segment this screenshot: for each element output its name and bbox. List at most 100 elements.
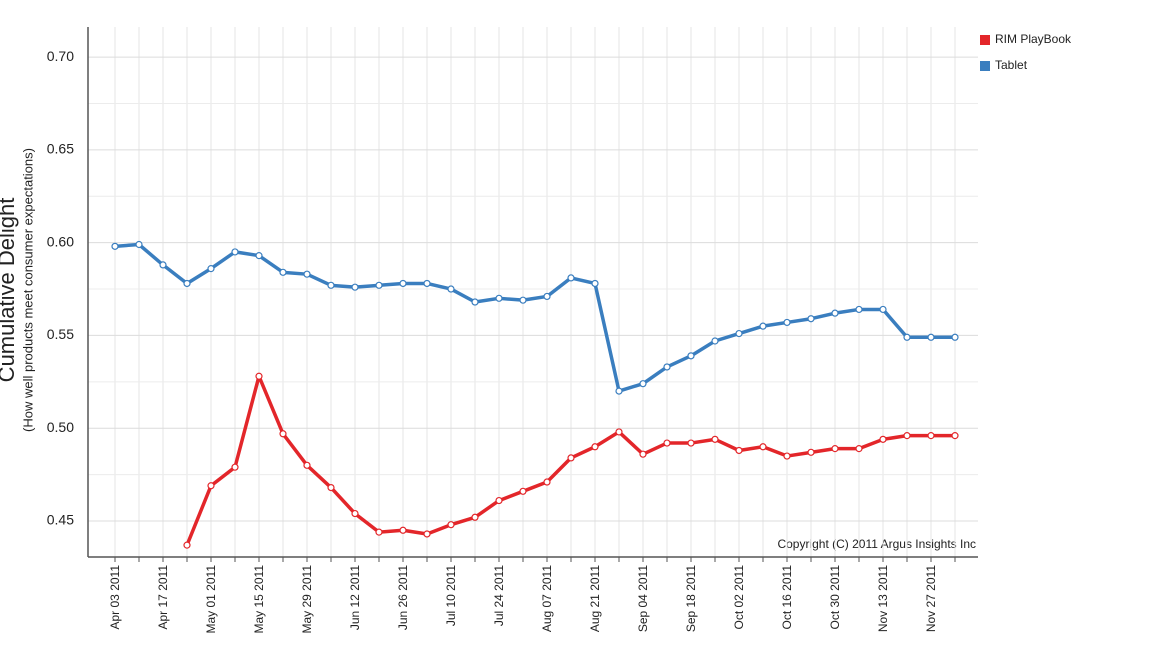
- legend-label: Tablet: [995, 58, 1028, 72]
- data-point: [903, 432, 911, 440]
- data-point: [471, 513, 479, 521]
- y-tick-label: 0.70: [47, 48, 74, 64]
- data-point: [639, 380, 647, 388]
- data-point: [327, 483, 335, 492]
- y-tick-label: 0.45: [47, 512, 74, 528]
- y-axis-label: Cumulative Delight: [0, 198, 19, 383]
- data-point: [303, 461, 311, 469]
- data-point: [207, 265, 215, 273]
- data-point: [567, 274, 575, 282]
- data-point: [759, 443, 767, 451]
- x-tick-label: Oct 30 2011: [828, 565, 842, 630]
- data-point: [375, 528, 383, 536]
- data-point: [543, 478, 551, 486]
- data-point: [303, 270, 311, 278]
- data-point: [951, 333, 959, 341]
- data-point: [855, 445, 863, 453]
- x-tick-label: Oct 02 2011: [732, 565, 746, 630]
- series-line: [114, 242, 955, 393]
- data-point: [255, 252, 263, 260]
- data-point: [135, 240, 143, 249]
- data-point: [663, 363, 671, 371]
- data-point: [951, 432, 959, 440]
- data-point: [783, 318, 791, 327]
- data-point: [591, 443, 599, 451]
- x-tick-label: Nov 27 2011: [924, 565, 938, 632]
- data-point: [159, 261, 167, 269]
- data-point: [759, 322, 767, 330]
- x-tick-label: Aug 21 2011: [588, 565, 602, 632]
- data-point: [447, 285, 455, 293]
- data-point: [543, 292, 551, 301]
- legend-swatch: [980, 61, 990, 71]
- x-tick-label: Jul 24 2011: [492, 565, 506, 626]
- data-point: [519, 296, 527, 304]
- data-point: [183, 279, 191, 288]
- y-tick-label: 0.60: [47, 233, 74, 249]
- data-point: [111, 242, 119, 250]
- data-point: [927, 432, 935, 440]
- data-point: [231, 463, 239, 471]
- data-point: [735, 446, 743, 455]
- data-point: [351, 509, 359, 518]
- data-point: [375, 281, 383, 289]
- data-point: [423, 279, 431, 288]
- data-point: [855, 305, 863, 314]
- legend-label: RIM PlayBook: [995, 32, 1072, 46]
- data-point: [399, 279, 407, 288]
- x-tick-label: Oct 16 2011: [780, 565, 794, 630]
- x-tick-label: Apr 03 2011: [108, 565, 122, 630]
- data-point: [927, 333, 935, 341]
- data-point: [279, 430, 287, 438]
- x-tick-label: May 15 2011: [252, 565, 266, 634]
- data-point: [903, 333, 911, 341]
- data-point: [711, 435, 719, 443]
- y-axis-sublabel: (How well products meet consumer expecta…: [20, 148, 35, 432]
- data-point: [711, 337, 719, 345]
- legend-swatch: [980, 35, 990, 45]
- data-point: [495, 496, 503, 505]
- data-point: [351, 283, 359, 291]
- data-point: [783, 452, 791, 460]
- data-point: [567, 454, 575, 462]
- x-tick-label: Sep 04 2011: [636, 565, 650, 632]
- data-point: [879, 305, 887, 314]
- x-tick-label: May 01 2011: [204, 565, 218, 634]
- data-point: [471, 298, 479, 306]
- y-tick-label: 0.65: [47, 141, 74, 157]
- data-point: [615, 428, 623, 436]
- data-point: [495, 294, 503, 302]
- data-point: [687, 352, 695, 360]
- data-point: [399, 526, 407, 534]
- y-tick-label: 0.55: [47, 326, 74, 342]
- data-point: [207, 482, 215, 490]
- x-tick-label: May 29 2011: [300, 565, 314, 634]
- data-point: [831, 309, 839, 317]
- data-point: [615, 387, 623, 395]
- x-tick-label: Aug 07 2011: [540, 565, 554, 632]
- data-point: [879, 435, 887, 443]
- data-point: [183, 541, 191, 549]
- data-point: [735, 329, 743, 338]
- data-point: [831, 445, 839, 453]
- data-point: [807, 448, 815, 456]
- data-point: [807, 315, 815, 323]
- x-tick-label: Nov 13 2011: [876, 565, 890, 632]
- data-point: [327, 281, 335, 289]
- x-tick-label: Sep 18 2011: [684, 565, 698, 632]
- data-point: [663, 439, 671, 447]
- copyright: Copyright (C) 2011 Argus Insights Inc: [777, 537, 976, 551]
- data-point: [639, 450, 647, 458]
- data-point: [279, 268, 287, 276]
- x-tick-label: Jun 12 2011: [348, 565, 362, 630]
- data-point: [687, 439, 695, 447]
- data-point: [255, 372, 263, 380]
- data-point: [447, 521, 455, 529]
- y-tick-label: 0.50: [47, 419, 74, 435]
- data-point: [231, 248, 239, 256]
- data-point: [423, 530, 431, 538]
- x-tick-label: Jul 10 2011: [444, 565, 458, 626]
- data-point: [591, 279, 599, 288]
